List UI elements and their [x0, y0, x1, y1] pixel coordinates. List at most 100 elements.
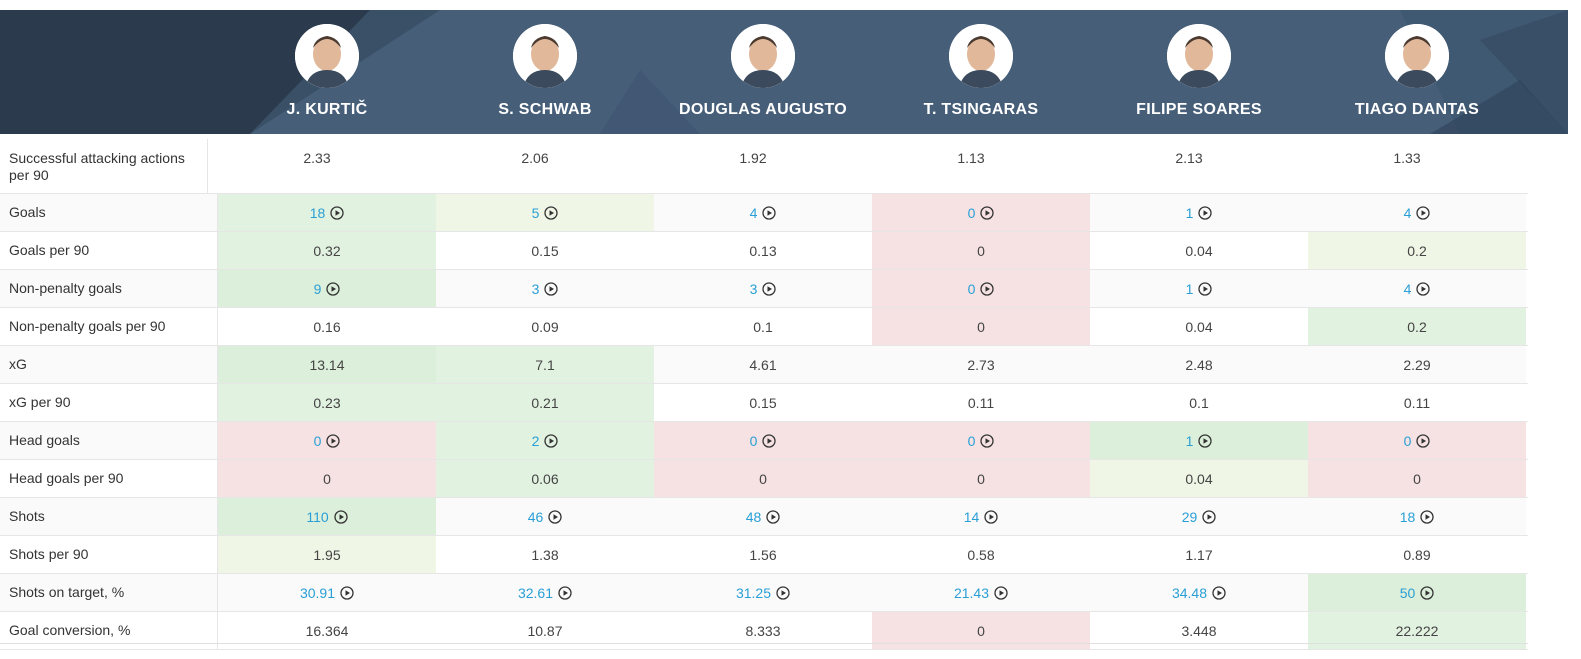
- player-column-header[interactable]: TIAGO DANTAS: [1308, 10, 1526, 134]
- stat-value-cell[interactable]: 48: [654, 498, 872, 535]
- stat-value-cell[interactable]: 0: [872, 270, 1090, 307]
- player-avatar[interactable]: [1385, 24, 1449, 88]
- stat-value-cell[interactable]: 14: [872, 498, 1090, 535]
- stat-value-cell[interactable]: 21.43: [872, 574, 1090, 611]
- play-video-icon[interactable]: [544, 281, 559, 296]
- stat-value-cell[interactable]: 1: [1090, 194, 1308, 231]
- play-video-icon[interactable]: [326, 281, 341, 296]
- stat-value-cell[interactable]: 46: [436, 498, 654, 535]
- play-video-icon[interactable]: [1212, 585, 1226, 600]
- stat-value-cell[interactable]: 1: [1090, 422, 1308, 459]
- player-avatar[interactable]: [295, 24, 359, 88]
- stat-value-cell[interactable]: 30.91: [218, 574, 436, 611]
- play-video-icon[interactable]: [1202, 509, 1216, 524]
- player-name[interactable]: TIAGO DANTAS: [1354, 101, 1480, 118]
- play-video-icon[interactable]: [762, 205, 777, 220]
- stat-value[interactable]: 14: [963, 508, 980, 525]
- stat-value-cell[interactable]: 9: [218, 270, 436, 307]
- play-video-icon[interactable]: [1198, 433, 1213, 448]
- play-video-icon[interactable]: [762, 281, 777, 296]
- stat-value[interactable]: 30.91: [299, 584, 336, 601]
- stat-value[interactable]: 18: [309, 204, 326, 221]
- stat-value[interactable]: 0: [967, 432, 976, 449]
- stat-value-cell[interactable]: 3: [436, 270, 654, 307]
- play-video-icon[interactable]: [544, 205, 559, 220]
- play-video-icon[interactable]: [326, 433, 341, 448]
- play-video-icon[interactable]: [776, 585, 790, 600]
- player-column-header[interactable]: FILIPE SOARES: [1090, 10, 1308, 134]
- stat-value[interactable]: 4: [1403, 204, 1412, 221]
- stat-value-cell[interactable]: 5: [436, 194, 654, 231]
- player-name[interactable]: FILIPE SOARES: [1136, 101, 1262, 118]
- play-video-icon[interactable]: [558, 585, 572, 600]
- play-video-icon[interactable]: [330, 205, 344, 220]
- play-video-icon[interactable]: [340, 585, 354, 600]
- stat-value[interactable]: 50: [1399, 584, 1416, 601]
- stat-value-cell[interactable]: 4: [1308, 194, 1526, 231]
- play-video-icon[interactable]: [980, 433, 995, 448]
- play-video-icon[interactable]: [994, 585, 1008, 600]
- stat-value-cell[interactable]: 0: [872, 194, 1090, 231]
- stat-value[interactable]: 31.25: [735, 584, 772, 601]
- stat-value-cell[interactable]: 34.48: [1090, 574, 1308, 611]
- player-name[interactable]: T. TSINGARAS: [923, 101, 1039, 118]
- play-video-icon[interactable]: [1416, 433, 1431, 448]
- stat-value[interactable]: 0: [749, 432, 758, 449]
- stat-value[interactable]: 48: [745, 508, 762, 525]
- stat-value[interactable]: 0: [313, 432, 322, 449]
- player-column-header[interactable]: T. TSINGARAS: [872, 10, 1090, 134]
- stat-value[interactable]: 1: [1185, 432, 1194, 449]
- stat-value-cell[interactable]: 2: [436, 422, 654, 459]
- player-name[interactable]: J. KURTIČ: [286, 101, 368, 118]
- stat-value-cell[interactable]: 1: [1090, 270, 1308, 307]
- stat-value[interactable]: 3: [749, 280, 758, 297]
- stat-value[interactable]: 3: [531, 280, 540, 297]
- play-video-icon[interactable]: [980, 205, 995, 220]
- stat-value-cell[interactable]: 110: [218, 498, 436, 535]
- stat-value-cell[interactable]: 32.61: [436, 574, 654, 611]
- stat-value[interactable]: 9: [313, 280, 322, 297]
- player-column-header[interactable]: J. KURTIČ: [218, 10, 436, 134]
- player-avatar[interactable]: [1167, 24, 1231, 88]
- stat-value[interactable]: 46: [527, 508, 544, 525]
- player-column-header[interactable]: DOUGLAS AUGUSTO: [654, 10, 872, 134]
- stat-value-cell[interactable]: 18: [218, 194, 436, 231]
- play-video-icon[interactable]: [1420, 509, 1434, 524]
- play-video-icon[interactable]: [544, 433, 559, 448]
- stat-value-cell[interactable]: 0: [872, 422, 1090, 459]
- play-video-icon[interactable]: [1420, 585, 1434, 600]
- stat-value-cell[interactable]: 0: [218, 422, 436, 459]
- stat-value[interactable]: 0: [967, 204, 976, 221]
- stat-value-cell[interactable]: 31.25: [654, 574, 872, 611]
- player-avatar[interactable]: [949, 24, 1013, 88]
- play-video-icon[interactable]: [334, 509, 348, 524]
- stat-value[interactable]: 1: [1185, 204, 1194, 221]
- stat-value[interactable]: 1: [1185, 280, 1194, 297]
- play-video-icon[interactable]: [980, 281, 995, 296]
- player-name[interactable]: S. SCHWAB: [498, 101, 592, 118]
- stat-value-cell[interactable]: 4: [654, 194, 872, 231]
- stat-value[interactable]: 110: [306, 508, 329, 525]
- stat-value[interactable]: 34.48: [1171, 584, 1208, 601]
- stat-value[interactable]: 32.61: [517, 584, 554, 601]
- stat-value[interactable]: 21.43: [953, 584, 990, 601]
- player-name[interactable]: DOUGLAS AUGUSTO: [678, 101, 848, 118]
- player-avatar[interactable]: [513, 24, 577, 88]
- stat-value[interactable]: 18: [1399, 508, 1416, 525]
- stat-value-cell[interactable]: 50: [1308, 574, 1526, 611]
- play-video-icon[interactable]: [1198, 281, 1213, 296]
- stat-value-cell[interactable]: 0: [1308, 422, 1526, 459]
- play-video-icon[interactable]: [1416, 205, 1431, 220]
- stat-value[interactable]: 0: [967, 280, 976, 297]
- stat-value[interactable]: 5: [531, 204, 540, 221]
- play-video-icon[interactable]: [984, 509, 998, 524]
- stat-value-cell[interactable]: 18: [1308, 498, 1526, 535]
- play-video-icon[interactable]: [548, 509, 562, 524]
- stat-value-cell[interactable]: 0: [654, 422, 872, 459]
- player-avatar[interactable]: [731, 24, 795, 88]
- player-column-header[interactable]: S. SCHWAB: [436, 10, 654, 134]
- stat-value-cell[interactable]: 4: [1308, 270, 1526, 307]
- stat-value-cell[interactable]: 3: [654, 270, 872, 307]
- stat-value-cell[interactable]: 29: [1090, 498, 1308, 535]
- stat-value[interactable]: 0: [1403, 432, 1412, 449]
